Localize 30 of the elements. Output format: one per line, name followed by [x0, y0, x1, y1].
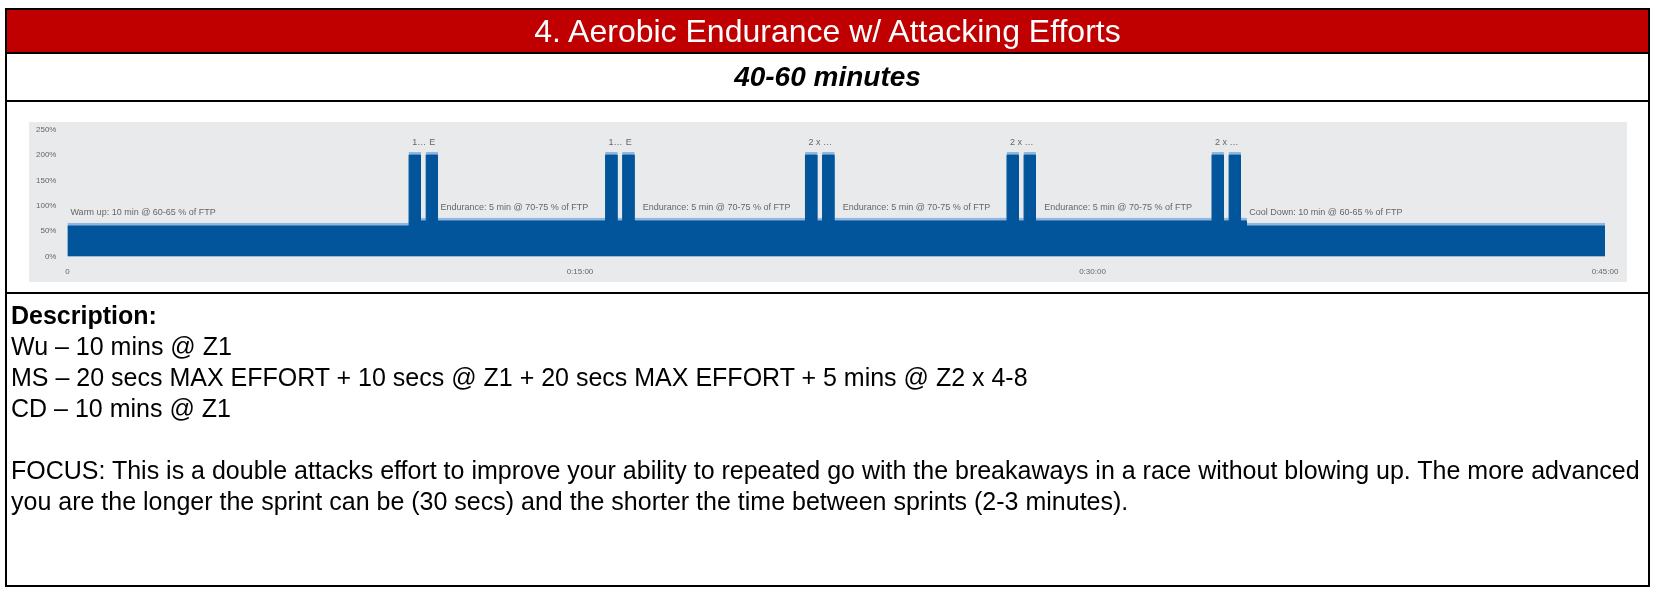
annotation: 1…	[608, 136, 623, 147]
y-tick-label: 150%	[35, 175, 57, 185]
text: Description:	[11, 300, 158, 331]
text: Wu – 10 mins @ Z1	[11, 331, 233, 362]
annotation: Endurance: 5 min @ 70-75 % of FTP	[842, 202, 991, 213]
annotation: 2 x …	[1010, 136, 1034, 147]
x-tick-label: 0:30:00	[1079, 267, 1107, 277]
chart-title: 4. Aerobic Endurance w/ Attacking Efforts	[7, 10, 1648, 54]
y-tick-label: 0%	[44, 251, 57, 261]
y-tick-label: 250%	[35, 125, 57, 134]
text: CD – 10 mins @ Z1	[11, 393, 232, 424]
annotation: E	[429, 136, 436, 147]
y-tick-label: 50%	[40, 226, 57, 236]
y-tick-label: 200%	[35, 150, 57, 160]
annotation: Cool Down: 10 min @ 60-65 % of FTP	[1249, 207, 1403, 218]
x-tick-label: 0	[65, 267, 71, 277]
annotation: Endurance: 5 min @ 70-75 % of FTP	[1044, 202, 1192, 213]
chart-subtitle: 40-60 minutes	[7, 54, 1648, 102]
x-tick-label: 0:15:00	[566, 267, 594, 277]
y-tick-label: 100%	[35, 200, 57, 210]
annotation: 1…	[412, 136, 427, 147]
annotation: Endurance: 5 min @ 70-75 % of FTP	[440, 202, 589, 213]
x-tick-label: 0:45:00	[1591, 267, 1619, 277]
text: FOCUS: This is a double attacks effort to improve your ability to repeated go with the breakaways in a race without blowing up. The more advanced you are the longer the sprint can be (30 secs) and the shorter the time between sprints (2-3 minutes).	[11, 455, 1641, 517]
annotation: Endurance: 5 min @ 70-75 % of FTP	[642, 202, 791, 213]
annotation: Warm up: 10 min @ 60-65 % of FTP	[70, 207, 216, 218]
annotation: E	[625, 136, 632, 147]
text: MS – 20 secs MAX EFFORT + 10 secs @ Z1 + 20 secs MAX EFFORT + 5 mins @ Z2 x 4-8	[11, 362, 1029, 393]
annotation: 2 x …	[808, 136, 832, 147]
annotation: 2 x …	[1215, 136, 1239, 147]
